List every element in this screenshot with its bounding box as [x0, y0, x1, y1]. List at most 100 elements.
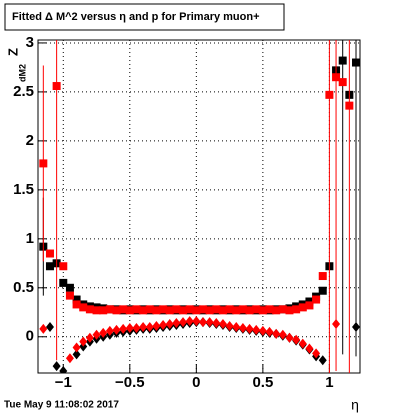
square-marker: [125, 306, 134, 315]
diamond-marker: [252, 324, 261, 335]
diamond-marker: [92, 329, 101, 340]
diamond-marker: [45, 321, 54, 332]
square-marker: [318, 286, 327, 295]
square-marker: [298, 303, 307, 312]
diamond-marker: [65, 353, 74, 364]
diamond-marker: [238, 322, 247, 333]
square-marker: [332, 73, 341, 82]
y-tick-label: 3: [26, 34, 34, 51]
diamond-marker: [112, 324, 121, 335]
square-marker: [278, 305, 287, 314]
y-tick-label: 0.5: [13, 279, 34, 296]
square-marker: [352, 58, 360, 67]
square-marker: [212, 305, 221, 314]
diamond-marker: [198, 317, 207, 328]
y-tick-label: 2.5: [13, 83, 34, 100]
plot-frame: [37, 39, 361, 374]
diamond-marker: [205, 317, 214, 328]
square-marker: [72, 295, 81, 304]
diamond-marker: [245, 323, 254, 334]
square-marker: [39, 159, 48, 168]
x-tick-label: −1: [55, 374, 72, 391]
square-marker: [285, 306, 294, 315]
x-tick-label: −0.5: [115, 374, 145, 391]
y-label-sub: dM2: [17, 64, 27, 82]
diamond-marker: [192, 316, 201, 327]
diamond-marker: [85, 332, 94, 343]
diamond-marker: [212, 318, 221, 329]
diamond-marker: [218, 319, 227, 330]
diamond-marker: [318, 355, 327, 366]
footer: Tue May 9 11:08:02 2017: [4, 400, 119, 411]
diamond-marker: [125, 322, 134, 333]
y-tick-label: 0: [26, 328, 34, 345]
square-marker: [85, 305, 94, 314]
square-marker: [225, 305, 234, 314]
square-marker: [172, 305, 181, 314]
square-marker: [292, 305, 301, 314]
x-tick-label: 1: [325, 374, 333, 391]
square-marker: [238, 305, 247, 314]
diamond-marker: [265, 326, 274, 337]
square-marker: [65, 291, 74, 300]
diamond-marker: [312, 348, 321, 359]
diamond-marker: [172, 318, 181, 329]
square-marker: [72, 300, 81, 309]
square-marker: [139, 306, 148, 315]
square-marker: [198, 305, 207, 314]
square-marker: [119, 305, 128, 314]
plot-area: [39, 40, 360, 373]
diamond-marker: [179, 317, 188, 328]
square-marker: [105, 305, 114, 314]
diamond-marker: [139, 321, 148, 332]
square-marker: [132, 305, 141, 314]
square-marker: [258, 306, 267, 315]
x-tick-label: 0.5: [252, 374, 273, 391]
diamond-marker: [298, 338, 307, 349]
square-marker: [318, 272, 327, 281]
diamond-marker: [305, 343, 314, 354]
square-marker: [192, 306, 201, 315]
diamond-marker: [119, 323, 128, 334]
diamond-marker: [52, 361, 61, 372]
square-marker: [65, 283, 74, 292]
square-marker: [232, 306, 241, 315]
diamond-marker: [165, 319, 174, 330]
square-marker: [59, 262, 68, 271]
square-marker: [338, 78, 347, 87]
diamond-marker: [72, 342, 81, 353]
diamond-marker: [132, 322, 141, 333]
diamond-marker: [152, 320, 161, 331]
square-marker: [152, 306, 161, 315]
diamond-marker: [145, 321, 154, 332]
y-axis-label: Z dM2: [5, 48, 27, 82]
diamond-marker: [285, 332, 294, 343]
diamond-marker: [99, 327, 108, 338]
chart-title: Fitted Δ M^2 versus η and p for Primary …: [12, 11, 260, 23]
y-tick-label: 1: [26, 230, 34, 247]
y-tick-label: 1.5: [13, 181, 34, 198]
y-label-main: Z: [5, 48, 20, 56]
x-tick-label: 0: [192, 374, 200, 391]
square-marker: [165, 306, 174, 315]
title-box: [4, 3, 285, 31]
square-marker: [45, 249, 54, 258]
diamond-marker: [332, 319, 341, 330]
square-marker: [218, 306, 227, 315]
diamond-marker: [292, 334, 301, 345]
square-marker: [145, 305, 154, 314]
square-marker: [99, 306, 108, 315]
square-marker: [185, 305, 194, 314]
square-marker: [112, 306, 121, 315]
diamond-marker: [258, 325, 267, 336]
square-marker: [159, 305, 168, 314]
diamond-marker: [185, 316, 194, 327]
square-marker: [312, 295, 321, 304]
square-marker: [52, 82, 61, 91]
square-marker: [45, 262, 54, 271]
diamond-marker: [79, 336, 88, 347]
square-marker: [252, 305, 261, 314]
diamond-marker: [59, 366, 68, 373]
square-marker: [205, 306, 214, 315]
